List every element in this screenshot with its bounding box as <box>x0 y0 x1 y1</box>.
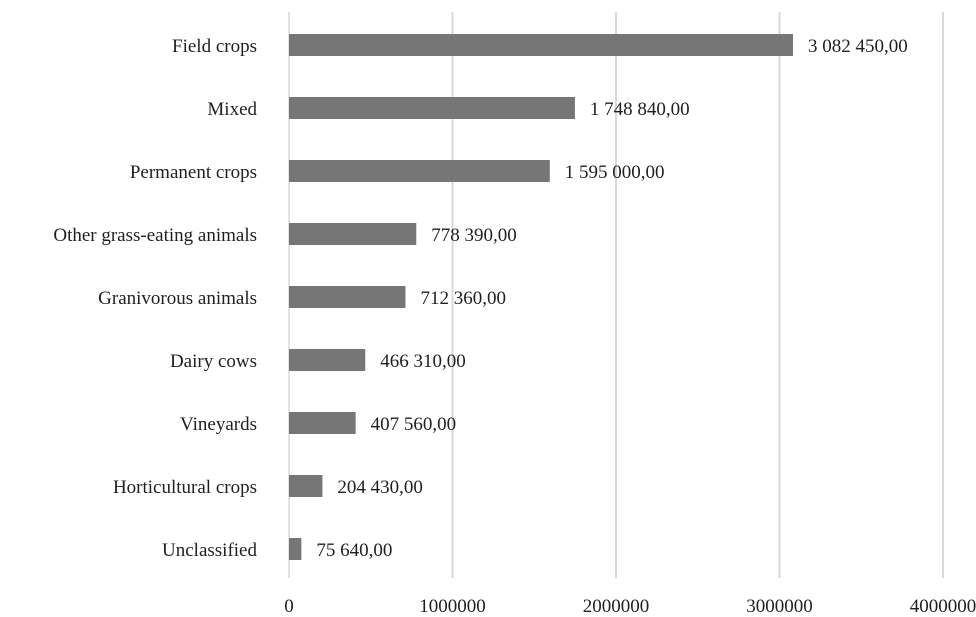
category-label-3: Other grass-eating animals <box>53 225 257 246</box>
category-label-8: Unclassified <box>162 540 257 561</box>
x-tick-label-0: 0 <box>284 596 294 617</box>
bar-8 <box>289 538 301 560</box>
x-tick-label-2: 2000000 <box>583 596 650 617</box>
x-tick-label-3: 3000000 <box>746 596 813 617</box>
x-tick-label-4: 4000000 <box>910 596 976 617</box>
x-axis-ticks: 0 1000000 2000000 3000000 4000000 <box>284 596 976 617</box>
category-label-7: Horticultural crops <box>113 477 257 498</box>
value-label-5: 466 310,00 <box>380 351 466 372</box>
bar-7 <box>289 475 322 497</box>
value-label-8: 75 640,00 <box>316 540 392 561</box>
category-label-1: Mixed <box>207 99 257 120</box>
bar-5 <box>289 349 365 371</box>
category-label-4: Granivorous animals <box>98 288 257 309</box>
value-label-2: 1 595 000,00 <box>565 162 665 183</box>
value-label-7: 204 430,00 <box>337 477 423 498</box>
category-label-6: Vineyards <box>180 414 257 435</box>
value-label-3: 778 390,00 <box>431 225 516 246</box>
bar-1 <box>289 97 575 119</box>
bar-0 <box>289 34 793 56</box>
bar-6 <box>289 412 356 434</box>
bar-2 <box>289 160 550 182</box>
value-label-6: 407 560,00 <box>371 414 457 435</box>
value-label-4: 712 360,00 <box>420 288 506 309</box>
category-label-2: Permanent crops <box>130 162 257 183</box>
value-label-0: 3 082 450,00 <box>808 36 908 57</box>
category-label-5: Dairy cows <box>170 351 257 372</box>
bar-3 <box>289 223 416 245</box>
x-tick-label-1: 1000000 <box>419 596 486 617</box>
category-label-0: Field crops <box>172 36 257 57</box>
bar-4 <box>289 286 405 308</box>
value-label-1: 1 748 840,00 <box>590 99 690 120</box>
